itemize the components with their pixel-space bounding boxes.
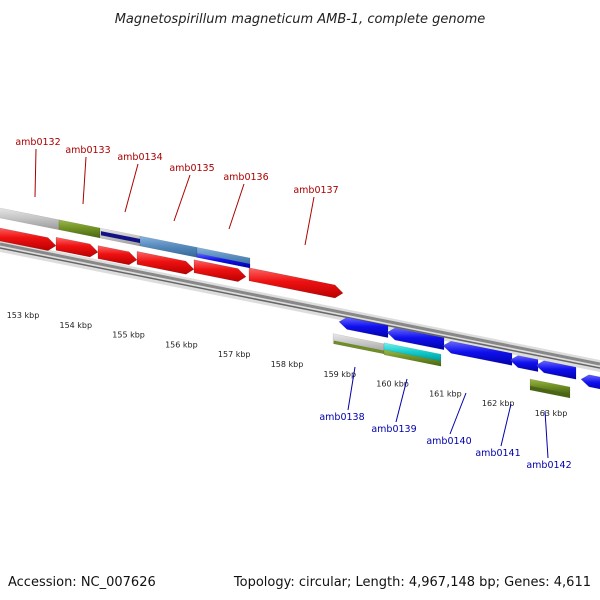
red-gene-arrow [0,227,57,251]
blue-gene-arrow [580,374,600,390]
kbp-label: 154 kbp [59,321,92,330]
kbp-label: 157 kbp [218,350,251,359]
gene-label-amb0142: amb0142 [526,460,571,471]
kbp-label: 161 kbp [429,389,462,398]
upper-gene-leader-line [228,183,245,230]
gene-label-amb0140: amb0140 [426,436,471,447]
red-gene-arrow [55,236,99,258]
upper-gene-leader-line [304,196,315,246]
red-gene-arrow [193,259,247,282]
upper-gene-leader-line [124,163,139,213]
kbp-label: 162 kbp [482,399,515,408]
blue-gene-arrow [338,317,389,338]
upper-gene-leader-line [173,174,191,222]
kbp-label: 158 kbp [271,360,304,369]
lower-gene-leader-line [544,410,549,459]
upper-gene-leader-line [82,156,87,205]
blue-gene-arrow [386,327,445,351]
kbp-label: 155 kbp [112,331,145,340]
kbp-label: 163 kbp [535,409,568,418]
red-gene-arrow [97,245,138,266]
gene-label-amb0133: amb0133 [65,145,110,156]
gene-label-amb0134: amb0134 [117,152,162,163]
olive-feature-band [383,349,442,367]
kbp-label: 153 kbp [7,311,40,320]
kbp-label: 156 kbp [165,340,198,349]
gene-label-amb0137: amb0137 [293,185,338,196]
gene-label-amb0139: amb0139 [371,424,416,435]
olive-feature-band [58,219,101,239]
gene-label-amb0132: amb0132 [15,137,60,148]
olive-feature-band [529,385,571,399]
lower-gene-leader-line [449,392,467,435]
lower-gene-leader-line [347,366,356,411]
kbp-label: 159 kbp [323,370,356,379]
coordinate-labels: 153 kbp 154 kbp 155 kbp 156 kbp 157 kbp 158 k… [7,311,568,418]
red-gene-arrow [248,267,344,299]
gene-label-amb0135: amb0135 [169,163,214,174]
gene-labels: amb0132 amb0133 amb0134 amb0135 amb0136 amb01… [15,137,571,471]
lower-gene-leader-line [500,403,512,447]
kbp-label: 160 kbp [376,380,409,389]
upper-gene-leader-line [34,148,37,198]
gene-features [0,207,600,399]
lower-gene-leader-line [395,378,408,423]
genome-title: Magnetospirillum magneticum AMB-1, compl… [115,12,486,27]
gene-label-amb0138: amb0138 [319,412,364,423]
genome-summary-text: Topology: circular; Length: 4,967,148 bp… [233,575,591,590]
accession-text: Accession: NC_007626 [8,575,156,590]
gene-label-amb0136: amb0136 [223,172,268,183]
genome-backbone [0,240,600,372]
red-gene-arrow [136,251,195,275]
grey-feature-band [0,207,60,231]
blue-gene-arrow [535,360,577,380]
gene-label-amb0141: amb0141 [475,448,520,459]
